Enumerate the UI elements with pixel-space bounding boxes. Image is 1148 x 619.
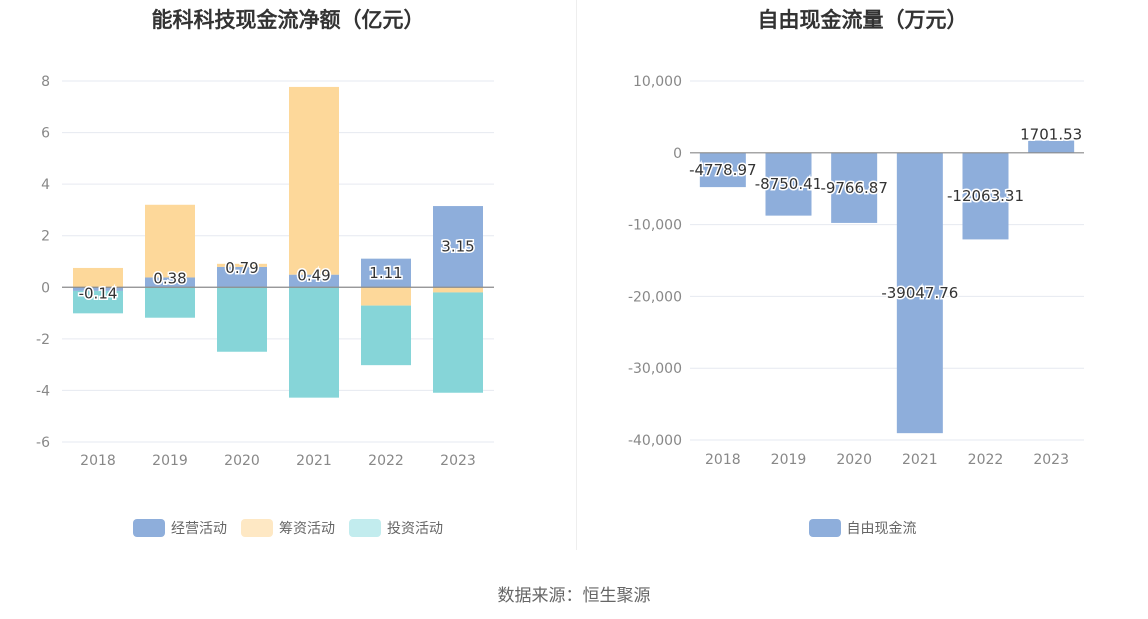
bar-financing <box>361 287 411 306</box>
legend-item-financing[interactable]: 筹资活动 <box>241 518 335 538</box>
x-tick-label: 2019 <box>771 452 807 468</box>
legend: 自由现金流 <box>577 518 1148 538</box>
y-tick-label: 2 <box>41 229 50 245</box>
legend: 经营活动 筹资活动 投资活动 <box>0 518 576 538</box>
left-chart-panel: 能科科技现金流净额（亿元） 8 6 4 2 0 -2 -4 -6 2018 2019 2020 202… <box>0 0 576 560</box>
panel-divider <box>576 0 577 550</box>
y-tick-label: -10,000 <box>628 218 682 234</box>
data-label: 0.79 <box>225 259 258 277</box>
bar-free-cashflow <box>962 152 1009 240</box>
x-tick-label: 2022 <box>968 452 1004 468</box>
bar-free-cashflow <box>831 152 878 223</box>
bar-financing <box>433 287 483 293</box>
bar-investing <box>433 292 483 393</box>
data-source-note: 数据来源：恒生聚源 <box>497 586 651 606</box>
bar-operating <box>361 258 411 288</box>
y-tick-label: -40,000 <box>628 433 682 449</box>
bar-investing <box>145 287 195 318</box>
y-tick-label: -4 <box>36 383 50 399</box>
y-tick-label: -6 <box>36 435 50 451</box>
free-cashflow-chart-svg: 10,000 0 -10,000 -20,000 -30,000 -40,000 2018 2… <box>628 74 1084 468</box>
legend-swatch <box>349 519 381 537</box>
bar-financing <box>145 204 195 278</box>
bar-free-cashflow <box>1028 140 1075 153</box>
x-tick-label: 2023 <box>1033 452 1069 468</box>
y-tick-label: 0 <box>673 146 682 162</box>
bar-operating <box>433 206 483 288</box>
bar-investing <box>289 287 339 398</box>
data-label: -9766.87 <box>820 179 887 197</box>
data-label: 0.49 <box>297 267 330 285</box>
y-tick-label: 6 <box>41 126 50 142</box>
y-tick-label: 0 <box>41 280 50 296</box>
data-label: -12063.31 <box>947 187 1024 205</box>
bar-financing <box>217 263 267 267</box>
x-tick-label: 2019 <box>152 453 188 469</box>
x-tick-label: 2021 <box>902 452 938 468</box>
data-label: 3.15 <box>441 238 474 256</box>
data-label: -8750.41 <box>755 175 822 193</box>
chart-title: 自由现金流量（万元） <box>757 8 968 32</box>
y-tick-label: 10,000 <box>633 74 682 90</box>
y-tick-label: 8 <box>41 74 50 90</box>
legend-label: 经营活动 <box>171 521 227 537</box>
x-tick-label: 2020 <box>224 453 260 469</box>
x-tick-label: 2022 <box>368 453 404 469</box>
bar-operating <box>73 287 123 291</box>
y-tick-label: 4 <box>41 177 50 193</box>
legend-swatch <box>808 519 841 537</box>
bar-free-cashflow <box>699 152 746 188</box>
y-tick-label: -20,000 <box>628 289 682 305</box>
x-tick-label: 2018 <box>80 453 116 469</box>
legend-item-operating[interactable]: 经营活动 <box>133 518 227 538</box>
bar-investing <box>217 287 267 352</box>
bar-operating <box>145 277 195 288</box>
cashflow-chart-svg: 8 6 4 2 0 -2 -4 -6 2018 2019 2020 2021 2022 2023 -0.14… <box>36 74 494 469</box>
bar-investing <box>73 290 123 314</box>
x-tick-label: 2021 <box>296 453 332 469</box>
x-tick-label: 2020 <box>836 452 872 468</box>
data-label: -0.14 <box>79 284 118 302</box>
bar-investing <box>361 305 411 366</box>
x-tick-label: 2023 <box>440 453 476 469</box>
right-chart-panel: 自由现金流量（万元） 10,000 0 -10,000 -20,000 -30,000 -… <box>577 0 1148 560</box>
bar-financing <box>289 86 339 275</box>
data-label: 1701.53 <box>1020 126 1082 144</box>
legend-label: 自由现金流 <box>846 521 917 537</box>
legend-item-investing[interactable]: 投资活动 <box>349 518 443 538</box>
bar-free-cashflow <box>765 152 812 216</box>
bar-operating <box>289 274 339 288</box>
bar-operating <box>217 266 267 288</box>
chart-title: 能科科技现金流净额（亿元） <box>151 8 425 32</box>
legend-swatch <box>133 519 165 537</box>
y-tick-label: -2 <box>36 332 50 348</box>
y-tick-label: -30,000 <box>628 361 682 377</box>
legend-item-free-cashflow[interactable]: 自由现金流 <box>808 518 917 538</box>
legend-swatch <box>241 519 273 537</box>
bar-free-cashflow <box>896 152 943 434</box>
data-label: -39047.76 <box>881 284 958 302</box>
legend-label: 筹资活动 <box>279 521 335 537</box>
data-label: 1.11 <box>369 264 402 282</box>
legend-label: 投资活动 <box>387 521 443 537</box>
x-tick-label: 2018 <box>705 452 741 468</box>
data-label: -4778.97 <box>689 161 756 179</box>
bar-financing <box>73 267 123 288</box>
data-label: 0.38 <box>153 269 186 287</box>
